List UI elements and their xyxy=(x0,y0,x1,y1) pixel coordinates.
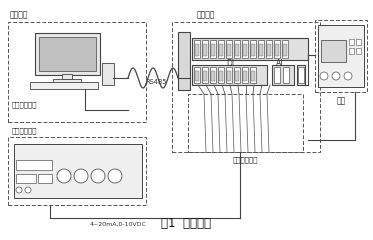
Bar xyxy=(188,94,303,152)
Circle shape xyxy=(320,72,328,80)
Bar xyxy=(274,67,280,83)
Circle shape xyxy=(332,72,340,80)
Bar xyxy=(226,67,232,83)
Bar xyxy=(202,67,208,83)
Text: 电源: 电源 xyxy=(336,96,346,105)
Bar xyxy=(235,44,239,56)
Bar xyxy=(356,48,361,54)
Bar xyxy=(242,67,248,83)
Bar xyxy=(275,44,279,56)
Bar xyxy=(251,44,255,56)
Bar xyxy=(250,40,256,58)
Text: 4~20mA,0-10VDC: 4~20mA,0-10VDC xyxy=(90,222,147,227)
Text: 模拟量仿真器: 模拟量仿真器 xyxy=(12,127,38,134)
Bar xyxy=(315,20,367,92)
Bar xyxy=(210,67,216,83)
Bar xyxy=(349,48,354,54)
Circle shape xyxy=(25,187,31,193)
Bar xyxy=(203,71,207,81)
Bar xyxy=(53,79,81,83)
Bar xyxy=(349,39,354,45)
Bar xyxy=(195,44,199,56)
Bar xyxy=(227,44,231,56)
Bar xyxy=(14,144,142,198)
Bar xyxy=(298,67,304,83)
Text: 测试主机: 测试主机 xyxy=(10,10,28,19)
Bar xyxy=(219,44,223,56)
Bar xyxy=(218,40,224,58)
Bar xyxy=(38,174,52,183)
Bar xyxy=(203,44,207,56)
Bar xyxy=(192,65,267,85)
Bar xyxy=(178,32,190,90)
Bar xyxy=(321,40,346,62)
Circle shape xyxy=(16,187,22,193)
Bar xyxy=(234,67,240,83)
Bar xyxy=(210,40,216,58)
Bar xyxy=(251,71,255,81)
Bar xyxy=(274,40,280,58)
Bar xyxy=(192,38,308,60)
Bar xyxy=(102,63,114,85)
Circle shape xyxy=(344,72,352,80)
Text: 数字量仿真器: 数字量仿真器 xyxy=(232,156,258,163)
Bar xyxy=(318,25,364,87)
Text: RS485: RS485 xyxy=(145,79,166,85)
Bar xyxy=(16,174,36,183)
Circle shape xyxy=(108,169,122,183)
Bar xyxy=(250,67,256,83)
Bar xyxy=(194,40,200,58)
Text: 被测设备: 被测设备 xyxy=(197,10,216,19)
Bar xyxy=(194,67,200,83)
Bar xyxy=(272,65,294,85)
Bar xyxy=(211,71,215,81)
Bar xyxy=(243,44,247,56)
Bar xyxy=(30,82,98,89)
Text: 模拟量仿真器: 模拟量仿真器 xyxy=(12,101,38,108)
Circle shape xyxy=(91,169,105,183)
Bar xyxy=(35,33,100,75)
Bar xyxy=(243,71,247,81)
Bar xyxy=(266,40,272,58)
Text: 图1  系统组成: 图1 系统组成 xyxy=(161,217,211,230)
Bar xyxy=(211,44,215,56)
Bar xyxy=(283,67,289,83)
Bar xyxy=(282,40,288,58)
Bar xyxy=(202,40,208,58)
Bar xyxy=(218,67,224,83)
Text: DI: DI xyxy=(226,59,234,68)
Bar xyxy=(16,160,52,170)
Bar xyxy=(356,39,361,45)
Bar xyxy=(39,37,96,71)
Bar xyxy=(172,22,320,152)
Bar xyxy=(62,74,72,79)
Bar xyxy=(219,71,223,81)
Bar xyxy=(8,22,146,122)
Bar xyxy=(283,44,287,56)
Circle shape xyxy=(74,169,88,183)
Bar xyxy=(195,71,199,81)
Bar xyxy=(242,40,248,58)
Bar xyxy=(234,40,240,58)
Bar xyxy=(267,44,271,56)
Bar xyxy=(259,44,263,56)
Bar xyxy=(8,137,146,205)
Bar xyxy=(226,40,232,58)
Text: AI: AI xyxy=(276,59,284,68)
Bar xyxy=(297,65,305,85)
Circle shape xyxy=(57,169,71,183)
Bar xyxy=(227,71,231,81)
Bar xyxy=(258,40,264,58)
Bar xyxy=(235,71,239,81)
